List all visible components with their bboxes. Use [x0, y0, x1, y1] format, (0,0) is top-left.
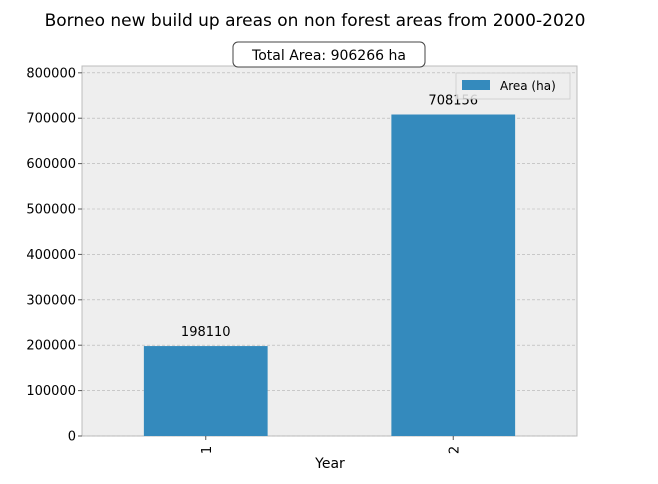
- y-axis: 0 100000 200000 300000 400000 500000 600000 700…: [26, 66, 82, 445]
- x-tick-label: 2: [447, 446, 462, 454]
- x-tick-label: 1: [200, 446, 215, 454]
- bar-2: [391, 114, 516, 437]
- y-tick-label: 700000: [26, 112, 76, 127]
- y-tick-label: 400000: [26, 248, 76, 263]
- y-tick-label: 300000: [26, 293, 76, 308]
- y-tick-label: 100000: [26, 384, 76, 399]
- data-label: 198110: [181, 325, 231, 340]
- chart-title: Borneo new build up areas on non forest …: [45, 11, 586, 31]
- y-tick-label: 800000: [26, 66, 76, 81]
- y-tick-label: 200000: [26, 339, 76, 354]
- subtitle: Total Area: 906266 ha: [251, 48, 406, 64]
- y-tick-label: 0: [68, 430, 76, 445]
- x-axis-label: Year: [314, 456, 345, 472]
- y-tick-label: 500000: [26, 203, 76, 218]
- legend-swatch: [462, 80, 490, 90]
- bar-1: [143, 346, 268, 436]
- legend-label: Area (ha): [500, 79, 556, 93]
- legend: Area (ha): [455, 72, 571, 100]
- subtitle-box: Total Area: 906266 ha: [232, 41, 426, 68]
- bars: [143, 114, 516, 437]
- y-tick-label: 600000: [26, 157, 76, 172]
